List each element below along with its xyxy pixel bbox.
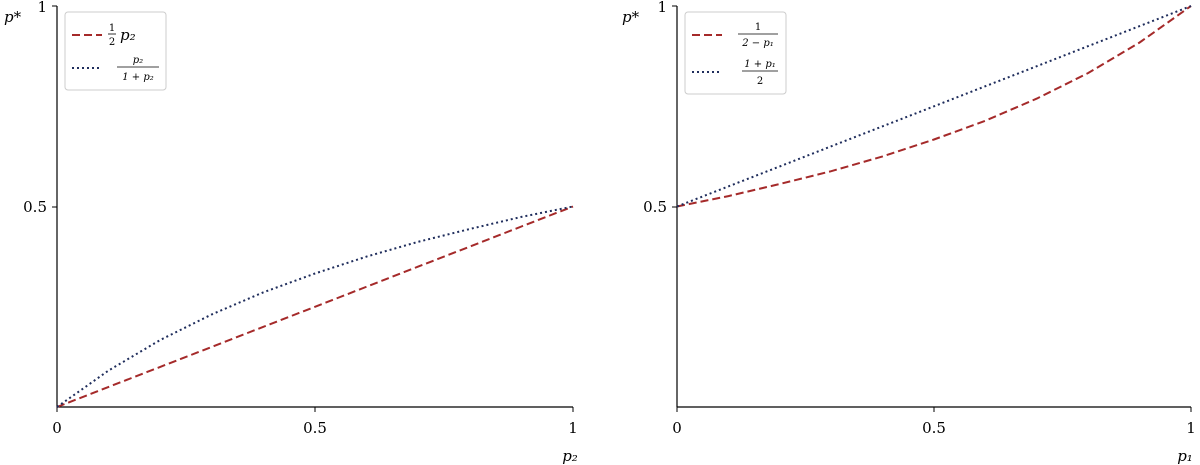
- y-axis-label: p*: [4, 8, 22, 26]
- series-line-1-over-2-minus-p1: [676, 5, 1192, 208]
- legend-frac-denominator: 1 + p₂: [122, 72, 154, 83]
- series-line-p2-over-1-plus-p2: [56, 205, 574, 408]
- series-line-half-p2: [56, 205, 574, 408]
- legend: 1 2 p₂ p₂ 1 + p₂: [64, 11, 167, 91]
- y-axis-label: p*: [622, 8, 640, 26]
- y-tick-label: 1: [657, 0, 667, 16]
- legend-box: [684, 11, 787, 95]
- legend-entry: 1 + p₁ 2: [692, 59, 778, 87]
- y-tick-label: 1: [37, 0, 47, 16]
- x-tick-label: 0: [52, 419, 62, 437]
- legend: 1 2 − p₁ 1 + p₁ 2: [684, 11, 787, 95]
- x-tick-label: 1: [1186, 419, 1196, 437]
- x-tick-label: 0.5: [922, 419, 946, 437]
- legend-entry: p₂ 1 + p₂: [72, 55, 159, 83]
- legend-frac-numerator: 1 + p₁: [744, 59, 776, 70]
- legend-frac-denominator: 2: [109, 37, 115, 48]
- series-line-1-plus-p1-over-2: [676, 5, 1192, 208]
- x-axis-label: p₂: [562, 447, 578, 465]
- x-tick-label: 0: [672, 419, 682, 437]
- y-tick-label: 0.5: [643, 198, 667, 216]
- legend-frac-numerator: 1: [109, 23, 115, 34]
- legend-label-suffix: p₂: [120, 26, 136, 44]
- legend-box: [64, 11, 167, 91]
- x-tick-label: 0.5: [303, 419, 327, 437]
- x-axis-label: p₁: [1177, 447, 1193, 465]
- legend-frac-numerator: p₂: [133, 55, 143, 66]
- legend-frac-numerator: 1: [755, 22, 761, 33]
- legend-entry: 1 2 p₂: [72, 23, 136, 48]
- x-tick-label: 1: [568, 419, 578, 437]
- legend-frac-denominator: 2 − p₁: [741, 38, 774, 49]
- legend-entry: 1 2 − p₁: [692, 22, 778, 49]
- legend-frac-denominator: 2: [757, 76, 763, 87]
- chart-right: 0.5 1 0 0.5 1 p* p₁ 1 2 − p₁ 1 + p₁: [622, 0, 1196, 465]
- y-tick-label: 0.5: [23, 198, 47, 216]
- chart-left: 0.5 1 0 0.5 1 p* p₂ 1 2 p₂ p₂: [4, 0, 578, 465]
